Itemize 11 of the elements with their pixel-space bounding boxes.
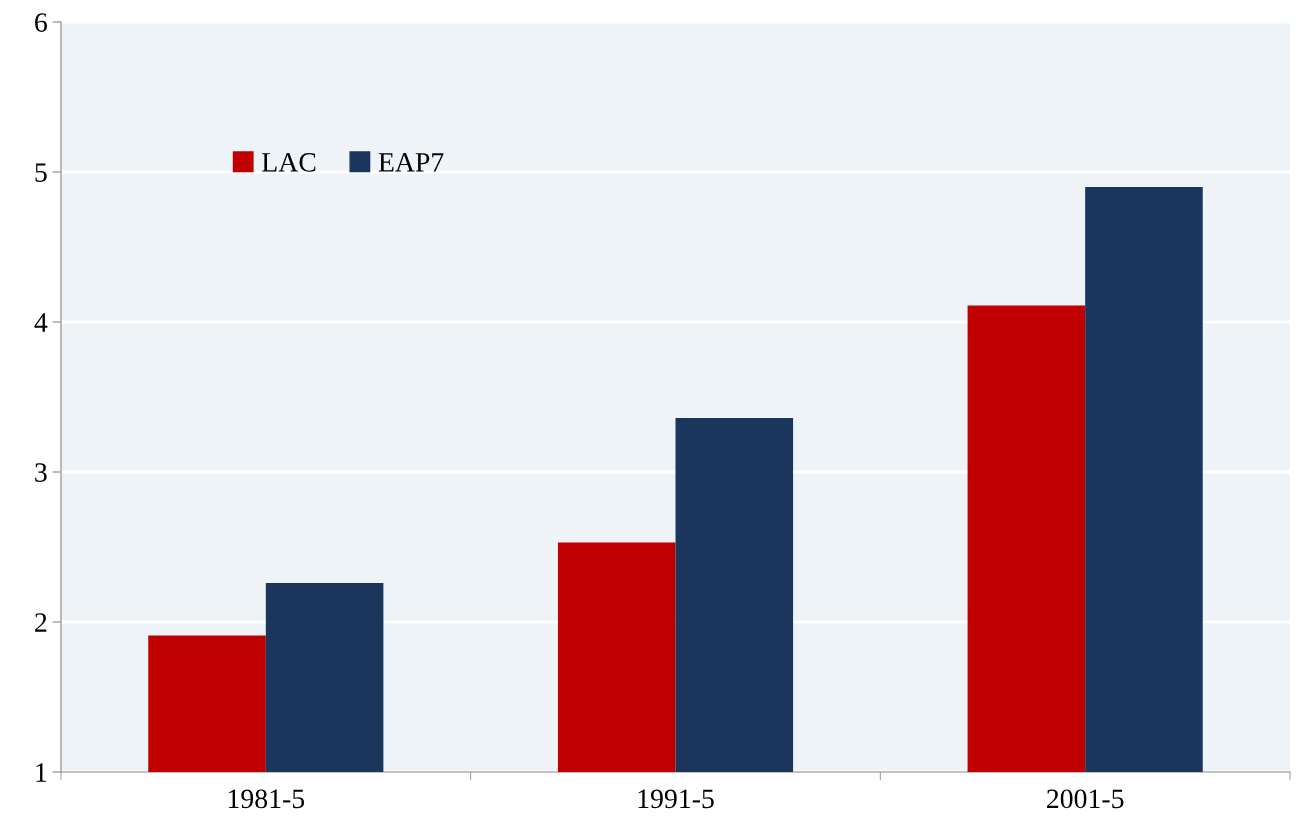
y-tick-label: 3 xyxy=(35,463,47,482)
y-tick-label: 5 xyxy=(35,163,47,182)
x-tick-label: 1981-5 xyxy=(228,789,305,809)
y-tick-label: 4 xyxy=(34,313,48,332)
legend-label: LAC xyxy=(262,153,316,172)
y-tick-label: 1 xyxy=(36,763,47,782)
x-tick-label: 1991-5 xyxy=(638,789,714,809)
legend-label: EAP7 xyxy=(378,153,444,172)
x-tick-label: 2001-5 xyxy=(1047,789,1124,809)
y-tick-label: 6 xyxy=(35,13,47,32)
y-tick-label: 2 xyxy=(35,613,47,632)
